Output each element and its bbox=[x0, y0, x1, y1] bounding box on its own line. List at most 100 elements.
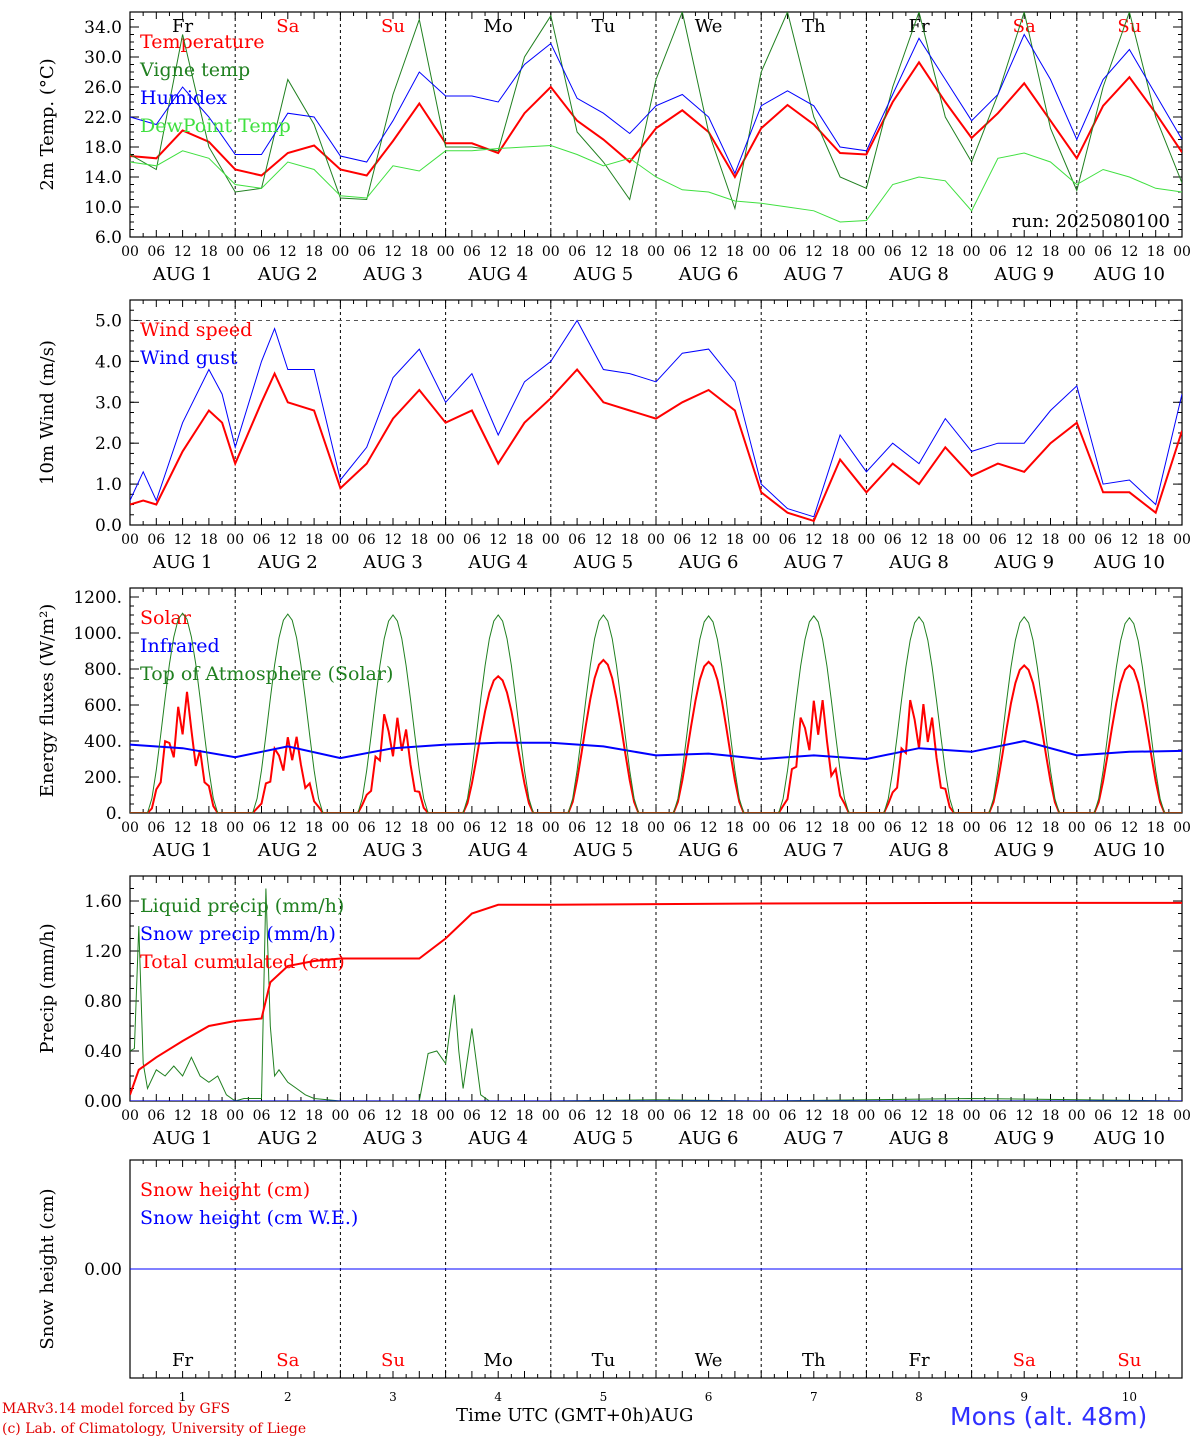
legend-entry: Top of Atmosphere (Solar) bbox=[140, 663, 393, 685]
date-label: AUG 7 bbox=[783, 264, 844, 285]
day-number-label: 4 bbox=[494, 1390, 502, 1404]
hour-tick-label: 00 bbox=[331, 532, 349, 548]
hour-tick-label: 18 bbox=[726, 532, 744, 548]
y-tick-label: 0.0 bbox=[95, 516, 122, 536]
hour-tick-label: 18 bbox=[1042, 1108, 1060, 1124]
hour-tick-label: 12 bbox=[174, 1108, 192, 1124]
hour-tick-label: 12 bbox=[1120, 820, 1138, 836]
hour-tick-label: 00 bbox=[542, 532, 560, 548]
hour-tick-label: 06 bbox=[1094, 532, 1112, 548]
hour-tick-label: 00 bbox=[121, 244, 139, 260]
hour-tick-label: 18 bbox=[1147, 1108, 1165, 1124]
hour-tick-label: 06 bbox=[884, 244, 902, 260]
series-line-dewpoint-temp bbox=[130, 144, 1182, 223]
y-tick-label: 0. bbox=[106, 804, 122, 824]
series-line-infrared bbox=[130, 739, 1182, 761]
y-tick-label: 400. bbox=[84, 732, 122, 752]
hour-tick-label: 06 bbox=[1094, 244, 1112, 260]
date-label: AUG 10 bbox=[1093, 264, 1165, 285]
legend-entry: Wind speed bbox=[140, 319, 252, 341]
hour-tick-label: 18 bbox=[936, 1108, 954, 1124]
hour-tick-label: 06 bbox=[673, 820, 691, 836]
hour-tick-label: 12 bbox=[279, 244, 297, 260]
hour-tick-label: 00 bbox=[437, 820, 455, 836]
hour-tick-label: 06 bbox=[779, 532, 797, 548]
hour-tick-label: 18 bbox=[1042, 244, 1060, 260]
hour-tick-label: 18 bbox=[936, 532, 954, 548]
hour-tick-label: 18 bbox=[621, 1108, 639, 1124]
weekday-label: Fr bbox=[172, 1350, 193, 1371]
day-number-label: 6 bbox=[705, 1390, 713, 1404]
weekday-label: Su bbox=[381, 1350, 405, 1371]
weekday-label: Su bbox=[381, 16, 405, 37]
hour-tick-label: 18 bbox=[305, 244, 323, 260]
hour-tick-label: 18 bbox=[516, 820, 534, 836]
hour-tick-label: 18 bbox=[1147, 244, 1165, 260]
hour-tick-label: 00 bbox=[542, 244, 560, 260]
date-label: AUG 10 bbox=[1093, 840, 1165, 861]
hour-tick-label: 00 bbox=[121, 532, 139, 548]
hour-tick-label: 12 bbox=[489, 532, 507, 548]
series-line-top-of-atmosphere-solar- bbox=[130, 612, 1182, 813]
hour-tick-label: 12 bbox=[594, 532, 612, 548]
series-line-temperature bbox=[130, 60, 1182, 180]
hour-tick-label: 12 bbox=[384, 244, 402, 260]
weekday-label: We bbox=[695, 1350, 723, 1371]
hour-tick-label: 06 bbox=[147, 820, 165, 836]
legend-entry: Solar bbox=[140, 607, 192, 629]
date-label: AUG 6 bbox=[678, 840, 739, 861]
hour-tick-label: 00 bbox=[1068, 532, 1086, 548]
hour-tick-label: 00 bbox=[437, 532, 455, 548]
hour-tick-label: 18 bbox=[1147, 820, 1165, 836]
hour-tick-label: 12 bbox=[805, 244, 823, 260]
hour-tick-label: 00 bbox=[752, 532, 770, 548]
legend-entry: Snow height (cm W.E.) bbox=[140, 1207, 358, 1229]
hour-tick-label: 06 bbox=[568, 820, 586, 836]
run-label: run: 2025080100 bbox=[1012, 211, 1170, 232]
hour-tick-label: 00 bbox=[752, 820, 770, 836]
date-label: AUG 5 bbox=[573, 264, 634, 285]
hour-tick-label: 00 bbox=[1068, 820, 1086, 836]
weekday-label: Su bbox=[1117, 16, 1141, 37]
hour-tick-label: 00 bbox=[331, 820, 349, 836]
date-label: AUG 9 bbox=[993, 264, 1054, 285]
hour-tick-label: 12 bbox=[910, 820, 928, 836]
hour-tick-label: 18 bbox=[305, 1108, 323, 1124]
weekday-label: Su bbox=[1117, 1350, 1141, 1371]
hour-tick-label: 12 bbox=[1120, 244, 1138, 260]
date-label: AUG 5 bbox=[573, 840, 634, 861]
hour-tick-label: 00 bbox=[857, 532, 875, 548]
date-label: AUG 3 bbox=[362, 840, 423, 861]
date-label: AUG 10 bbox=[1093, 552, 1165, 573]
hour-tick-label: 12 bbox=[384, 1108, 402, 1124]
date-label: AUG 4 bbox=[467, 552, 528, 573]
hour-tick-label: 18 bbox=[936, 244, 954, 260]
day-number-label: 2 bbox=[284, 1390, 292, 1404]
hour-tick-label: 06 bbox=[463, 820, 481, 836]
hour-tick-label: 00 bbox=[963, 1108, 981, 1124]
hour-tick-label: 12 bbox=[174, 532, 192, 548]
legend-entry: Infrared bbox=[140, 635, 220, 657]
hour-tick-label: 12 bbox=[174, 244, 192, 260]
panel-2: 0.0 1.0 2.0 3.0 4.0 5.0 10m Wind (m/s) 00 06 12 18… bbox=[37, 299, 1191, 573]
weekday-label: We bbox=[695, 16, 723, 37]
hour-tick-label: 18 bbox=[1042, 532, 1060, 548]
hour-tick-label: 18 bbox=[200, 1108, 218, 1124]
date-label: AUG 7 bbox=[783, 552, 844, 573]
hour-tick-label: 00 bbox=[1068, 1108, 1086, 1124]
hour-tick-label: 18 bbox=[621, 244, 639, 260]
hour-tick-label: 12 bbox=[384, 820, 402, 836]
hour-tick-label: 18 bbox=[1147, 532, 1165, 548]
y-tick-label: 34.0 bbox=[84, 18, 122, 38]
hour-tick-label: 00 bbox=[437, 1108, 455, 1124]
hour-tick-label: 18 bbox=[516, 244, 534, 260]
day-number-label: 1 bbox=[179, 1390, 187, 1404]
legend-entry: Snow height (cm) bbox=[140, 1179, 310, 1201]
plot-frame bbox=[129, 299, 1183, 526]
hour-tick-label: 06 bbox=[253, 244, 271, 260]
hour-tick-label: 00 bbox=[331, 244, 349, 260]
hour-tick-label: 18 bbox=[726, 820, 744, 836]
date-label: AUG 4 bbox=[467, 264, 528, 285]
date-label: AUG 8 bbox=[888, 1128, 949, 1149]
hour-tick-label: 12 bbox=[489, 1108, 507, 1124]
